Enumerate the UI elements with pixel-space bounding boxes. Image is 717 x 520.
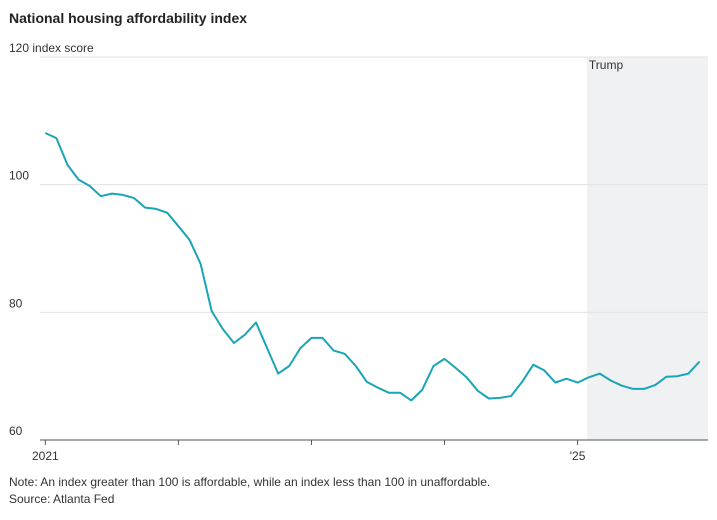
x-tick-label: 2021 (32, 449, 59, 463)
source: Source: Atlanta Fed (9, 492, 114, 506)
shaded-period (586, 57, 708, 440)
note: Note: An index greater than 100 is affor… (9, 475, 490, 489)
y-tick-label: 80 (9, 296, 23, 310)
x-tick-label: '25 (570, 449, 586, 463)
line-series (44, 132, 701, 402)
chart-title: National housing affordability index (9, 10, 247, 26)
y-tick-label: 60 (9, 424, 23, 438)
y-tick-label: 100 (9, 169, 29, 183)
y-tick-label: 120 index score (9, 41, 94, 55)
shaded-period-label: Trump (589, 58, 624, 72)
